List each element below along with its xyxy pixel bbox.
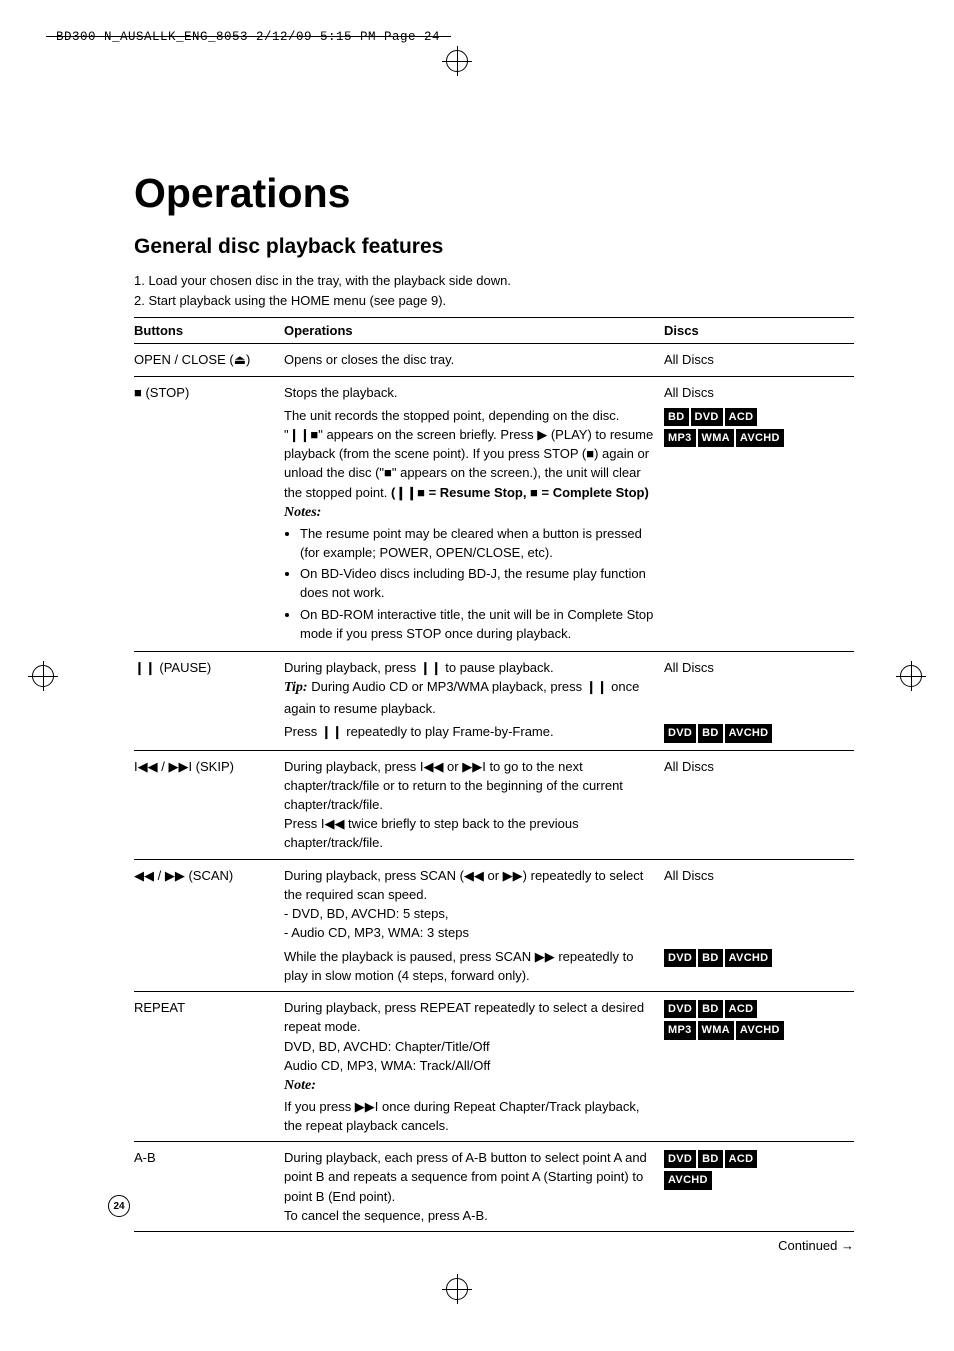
intro-item-2: 2. Start playback using the HOME menu (s… [134,291,854,311]
page-title: Operations [134,170,854,217]
disc-badge: AVCHD [725,724,773,742]
btn-cell: OPEN / CLOSE (⏏) [134,344,284,376]
disc-badge: DVD [664,724,696,742]
notes-list: The resume point may be cleared when a b… [284,524,658,643]
crop-mark-bottom-v [457,1274,458,1304]
continued-indicator: Continued → [134,1238,854,1253]
stop-desc-bold: (❙❙■ = Resume Stop, ■ = Complete Stop) [391,485,649,500]
table-row: The unit records the stopped point, depe… [134,404,854,652]
btn-cell: ❙❙ (PAUSE) [134,652,284,721]
note-item: On BD-ROM interactive title, the unit wi… [300,605,658,643]
table-row: REPEAT During playback, press REPEAT rep… [134,992,854,1142]
notes-label: Notes: [284,505,321,520]
op-cell: The unit records the stopped point, depe… [284,404,664,652]
tip-label: Tip: [284,680,308,695]
disc-cell: DVDBDAVCHD [664,720,854,750]
disc-cell: All Discs [664,859,854,944]
table-row: Press ❙❙ repeatedly to play Frame-by-Fra… [134,720,854,750]
disc-badge: BD [698,1150,723,1168]
section-heading: General disc playback features [134,235,854,259]
page-number: 24 [108,1195,130,1217]
disc-badge: AVCHD [664,1171,712,1189]
intro-list: 1. Load your chosen disc in the tray, wi… [134,271,854,311]
disc-badge: DVD [664,1150,696,1168]
op-cell: Stops the playback. [284,376,664,404]
repeat-pre: During playback, press REPEAT repeatedly… [284,1000,644,1073]
disc-badge: DVD [664,1000,696,1018]
disc-badge: WMA [698,1021,734,1039]
table-row: OPEN / CLOSE (⏏) Opens or closes the dis… [134,344,854,376]
disc-badge: BD [698,949,723,967]
print-header: BD300-N_AUSALLK_ENG_8053 2/12/09 5:15 PM… [56,30,440,44]
btn-cell: ◀◀ / ▶▶ (SCAN) [134,859,284,944]
op-cell: Opens or closes the disc tray. [284,344,664,376]
disc-cell: DVDBDACD MP3WMAAVCHD [664,992,854,1142]
disc-cell: All Discs [664,376,854,404]
disc-cell: All Discs [664,750,854,859]
note-item: On BD-Video discs including BD-J, the re… [300,564,658,602]
op-cell: During playback, press REPEAT repeatedly… [284,992,664,1142]
col-header-discs: Discs [664,318,854,344]
btn-cell: ■ (STOP) [134,376,284,404]
disc-badge: DVD [691,408,723,426]
note-label: Note: [284,1078,316,1093]
disc-badge: BD [698,724,723,742]
disc-badge: WMA [698,429,734,447]
table-row: I◀◀ / ▶▶I (SKIP) During playback, press … [134,750,854,859]
table-row: ◀◀ / ▶▶ (SCAN) During playback, press SC… [134,859,854,944]
note-item: The resume point may be cleared when a b… [300,524,658,562]
btn-cell: A-B [134,1142,284,1232]
disc-badge: ACD [725,1000,758,1018]
op-cell: Press ❙❙ repeatedly to play Frame-by-Fra… [284,720,664,750]
disc-badge: AVCHD [736,429,784,447]
btn-cell [134,404,284,652]
op-cell: During playback, each press of A-B butto… [284,1142,664,1232]
crop-mark-top-v [457,46,458,76]
operations-table: Buttons Operations Discs OPEN / CLOSE (⏏… [134,317,854,1232]
btn-cell [134,720,284,750]
crop-mark-left-v [43,661,44,691]
disc-badge: AVCHD [725,949,773,967]
intro-item-1: 1. Load your chosen disc in the tray, wi… [134,271,854,291]
disc-cell: BDDVDACD MP3WMAAVCHD [664,404,854,652]
table-row: While the playback is paused, press SCAN… [134,945,854,992]
btn-cell: REPEAT [134,992,284,1142]
disc-cell: All Discs [664,652,854,721]
tip-text: During Audio CD or MP3/WMA playback, pre… [284,679,639,716]
op-cell: During playback, press SCAN (◀◀ or ▶▶) r… [284,859,664,944]
disc-badge: ACD [725,408,758,426]
pause-line1: During playback, press ❙❙ to pause playb… [284,660,554,675]
repeat-note-text: If you press ▶▶I once during Repeat Chap… [284,1099,640,1133]
table-row: A-B During playback, each press of A-B b… [134,1142,854,1232]
disc-cell: All Discs [664,344,854,376]
table-row: ■ (STOP) Stops the playback. All Discs [134,376,854,404]
col-header-buttons: Buttons [134,318,284,344]
disc-badge: DVD [664,949,696,967]
disc-badge: MP3 [664,1021,696,1039]
crop-mark-right-v [911,661,912,691]
op-cell: During playback, press ❙❙ to pause playb… [284,652,664,721]
disc-badge: BD [698,1000,723,1018]
op-cell: During playback, press I◀◀ or ▶▶I to go … [284,750,664,859]
col-header-operations: Operations [284,318,664,344]
btn-cell [134,945,284,992]
disc-badge: AVCHD [736,1021,784,1039]
op-cell: While the playback is paused, press SCAN… [284,945,664,992]
disc-badge: ACD [725,1150,758,1168]
page-content: Operations General disc playback feature… [134,170,854,1253]
disc-cell: DVDBDACD AVCHD [664,1142,854,1232]
table-row: ❙❙ (PAUSE) During playback, press ❙❙ to … [134,652,854,721]
btn-cell: I◀◀ / ▶▶I (SKIP) [134,750,284,859]
disc-cell: DVDBDAVCHD [664,945,854,992]
disc-badge: BD [664,408,689,426]
disc-badge: MP3 [664,429,696,447]
